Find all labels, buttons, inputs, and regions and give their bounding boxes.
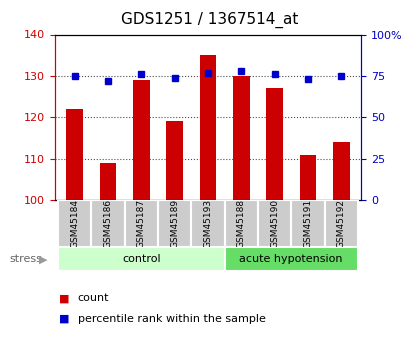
Text: control: control xyxy=(122,254,160,264)
Bar xyxy=(266,88,283,200)
Text: GSM45192: GSM45192 xyxy=(337,199,346,248)
FancyBboxPatch shape xyxy=(58,200,91,247)
Text: GSM45193: GSM45193 xyxy=(203,199,213,248)
Bar xyxy=(133,80,150,200)
Text: ▶: ▶ xyxy=(39,255,47,264)
FancyBboxPatch shape xyxy=(258,200,291,247)
Text: GSM45186: GSM45186 xyxy=(103,199,113,248)
FancyBboxPatch shape xyxy=(225,200,258,247)
Text: ■: ■ xyxy=(59,314,69,324)
Bar xyxy=(166,121,183,200)
FancyBboxPatch shape xyxy=(191,200,225,247)
Bar xyxy=(200,55,216,200)
FancyBboxPatch shape xyxy=(225,247,358,271)
FancyBboxPatch shape xyxy=(91,200,125,247)
FancyBboxPatch shape xyxy=(125,200,158,247)
Bar xyxy=(299,155,316,200)
FancyBboxPatch shape xyxy=(291,200,325,247)
Text: GSM45189: GSM45189 xyxy=(170,199,179,248)
Text: GDS1251 / 1367514_at: GDS1251 / 1367514_at xyxy=(121,12,299,28)
Text: GSM45190: GSM45190 xyxy=(270,199,279,248)
Text: percentile rank within the sample: percentile rank within the sample xyxy=(78,314,265,324)
Text: ■: ■ xyxy=(59,294,69,303)
FancyBboxPatch shape xyxy=(58,247,225,271)
Text: GSM45188: GSM45188 xyxy=(237,199,246,248)
Text: GSM45191: GSM45191 xyxy=(303,199,312,248)
FancyBboxPatch shape xyxy=(158,200,191,247)
Bar xyxy=(333,142,349,200)
Text: GSM45187: GSM45187 xyxy=(137,199,146,248)
Text: count: count xyxy=(78,294,109,303)
Bar xyxy=(233,76,249,200)
Bar xyxy=(66,109,83,200)
FancyBboxPatch shape xyxy=(325,200,358,247)
Text: stress: stress xyxy=(9,255,42,264)
Text: acute hypotension: acute hypotension xyxy=(239,254,343,264)
Bar xyxy=(100,163,116,200)
Text: GSM45184: GSM45184 xyxy=(70,199,79,248)
